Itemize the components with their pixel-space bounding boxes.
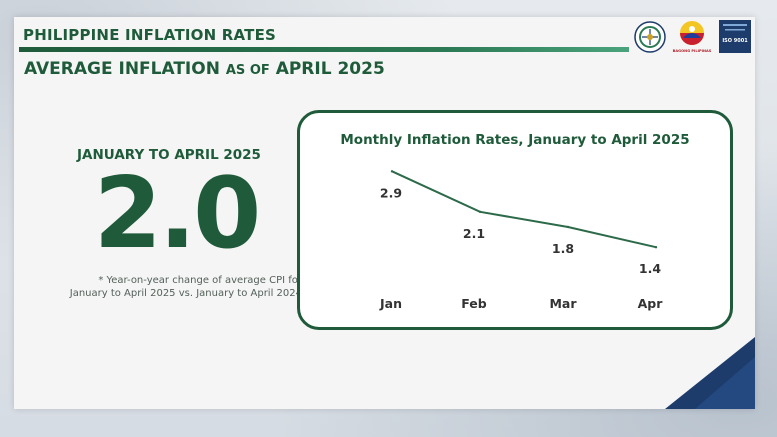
bagong-pilipinas-label: BAGONG PILIPINAS bbox=[672, 49, 712, 53]
data-point-apr bbox=[654, 246, 658, 249]
header-rule bbox=[19, 47, 629, 52]
line-chart: Monthly Inflation Rates, January to Apri… bbox=[340, 132, 689, 311]
page-title: PHILIPPINE INFLATION RATES bbox=[23, 26, 277, 44]
x-tick-label-apr: Apr bbox=[638, 296, 664, 311]
footnote: * Year-on-year change of average CPI for… bbox=[42, 274, 302, 300]
chart-title: Monthly Inflation Rates, January to Apri… bbox=[340, 132, 689, 148]
x-tick-label-mar: Mar bbox=[549, 296, 577, 311]
iso-label: ISO 9001 bbox=[722, 38, 748, 44]
data-point-jan bbox=[390, 170, 394, 173]
footnote-line-2: January to April 2025 vs. January to Apr… bbox=[69, 288, 302, 299]
data-point-feb bbox=[478, 210, 482, 213]
corner-decoration bbox=[665, 337, 755, 409]
average-inflation-value: 2.0 bbox=[93, 157, 262, 271]
subtitle-mid: AS OF bbox=[225, 63, 270, 78]
logo-group: BAGONG PILIPINAS ISO 9001 bbox=[631, 18, 753, 54]
subtitle-date: APRIL 2025 bbox=[275, 59, 385, 79]
data-label-apr: 1.4 bbox=[639, 261, 661, 276]
subtitle-main: AVERAGE INFLATION bbox=[24, 59, 220, 79]
summary-period: JANUARY TO APRIL 2025 bbox=[77, 147, 261, 163]
slide: PHILIPPINE INFLATION RATES AVERAGE INFLA… bbox=[14, 17, 755, 409]
footnote-line-1: * Year-on-year change of average CPI for bbox=[98, 275, 302, 286]
data-point-mar bbox=[566, 225, 570, 229]
data-label-jan: 2.9 bbox=[380, 185, 402, 200]
chart-card: Monthly Inflation Rates, January to Apri… bbox=[297, 110, 733, 330]
data-label-mar: 1.8 bbox=[552, 241, 574, 256]
page-subtitle: AVERAGE INFLATION AS OF APRIL 2025 bbox=[24, 59, 385, 79]
series-line bbox=[391, 170, 657, 249]
x-tick-label-jan: Jan bbox=[379, 296, 402, 311]
iso-certification-badge: ISO 9001 bbox=[719, 20, 751, 53]
psa-logo-icon bbox=[633, 20, 667, 54]
data-label-feb: 2.1 bbox=[463, 226, 485, 241]
x-tick-label-feb: Feb bbox=[461, 296, 487, 311]
bagong-pilipinas-logo-icon: BAGONG PILIPINAS bbox=[673, 20, 711, 54]
